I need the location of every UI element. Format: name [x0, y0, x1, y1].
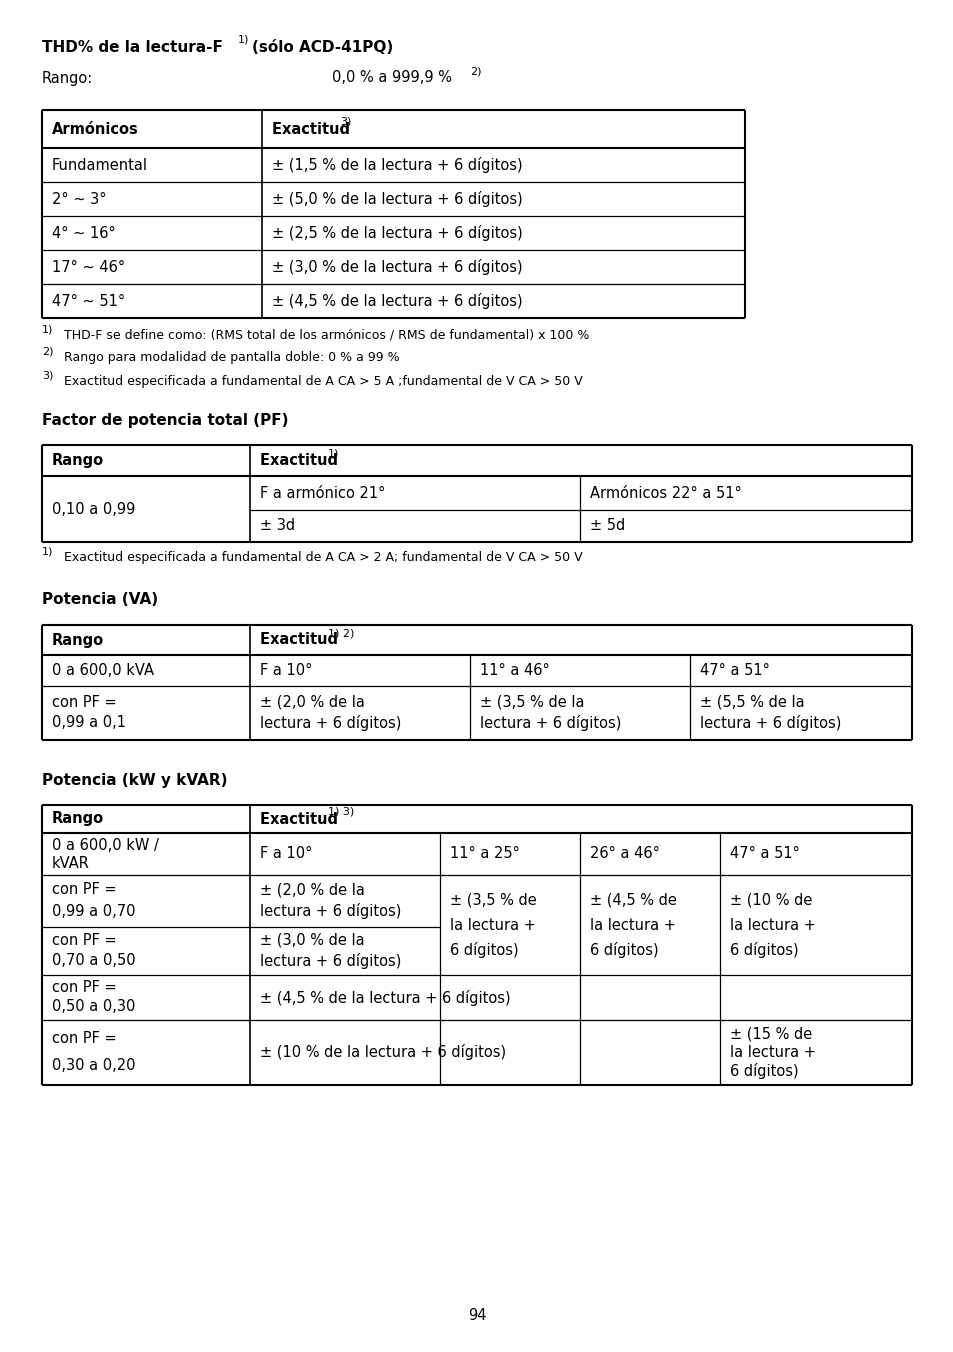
Text: 94: 94: [467, 1307, 486, 1322]
Text: 6 dígitos): 6 dígitos): [729, 1063, 798, 1079]
Text: con PF =: con PF =: [52, 1030, 116, 1045]
Text: ± (5,5 % de la: ± (5,5 % de la: [700, 695, 803, 710]
Text: 6 dígitos): 6 dígitos): [589, 942, 658, 959]
Text: 2): 2): [42, 347, 53, 357]
Text: con PF =: con PF =: [52, 980, 116, 995]
Text: THD-F se define como: (RMS total de los armónicos / RMS de fundamental) x 100 %: THD-F se define como: (RMS total de los …: [64, 329, 589, 342]
Text: ± 5d: ± 5d: [589, 519, 624, 534]
Text: 0,30 a 0,20: 0,30 a 0,20: [52, 1059, 135, 1073]
Text: 3): 3): [42, 370, 53, 380]
Text: 0,99 a 0,70: 0,99 a 0,70: [52, 904, 135, 919]
Text: ± (5,0 % de la lectura + 6 dígitos): ± (5,0 % de la lectura + 6 dígitos): [272, 191, 522, 207]
Text: Exactitud: Exactitud: [260, 453, 343, 468]
Text: 4° ~ 16°: 4° ~ 16°: [52, 226, 115, 241]
Text: Rango: Rango: [52, 633, 104, 648]
Text: 47° ~ 51°: 47° ~ 51°: [52, 293, 125, 308]
Text: con PF =: con PF =: [52, 933, 116, 948]
Text: THD% de la lectura-F: THD% de la lectura-F: [42, 39, 228, 54]
Text: Potencia (kW y kVAR): Potencia (kW y kVAR): [42, 772, 227, 787]
Text: 1): 1): [328, 449, 339, 458]
Text: 0,70 a 0,50: 0,70 a 0,50: [52, 953, 135, 968]
Text: 11° a 25°: 11° a 25°: [450, 846, 519, 861]
Text: ± (2,0 % de la: ± (2,0 % de la: [260, 695, 364, 710]
Text: 1) 3): 1) 3): [328, 807, 354, 817]
Text: Fundamental: Fundamental: [52, 157, 148, 173]
Text: lectura + 6 dígitos): lectura + 6 dígitos): [700, 715, 841, 730]
Text: Rango:: Rango:: [42, 70, 93, 85]
Text: ± (3,5 % de: ± (3,5 % de: [450, 892, 537, 907]
Text: 47° a 51°: 47° a 51°: [729, 846, 799, 861]
Text: kVAR: kVAR: [52, 856, 90, 871]
Text: F a 10°: F a 10°: [260, 846, 312, 861]
Text: 11° a 46°: 11° a 46°: [479, 662, 549, 677]
Text: ± (2,5 % de la lectura + 6 dígitos): ± (2,5 % de la lectura + 6 dígitos): [272, 224, 522, 241]
Text: la lectura +: la lectura +: [450, 918, 536, 933]
Text: 1) 2): 1) 2): [328, 627, 354, 638]
Text: 17° ~ 46°: 17° ~ 46°: [52, 260, 125, 274]
Text: 47° a 51°: 47° a 51°: [700, 662, 769, 677]
Text: lectura + 6 dígitos): lectura + 6 dígitos): [260, 953, 401, 968]
Text: 0 a 600,0 kVA: 0 a 600,0 kVA: [52, 662, 153, 677]
Text: ± (10 % de la lectura + 6 dígitos): ± (10 % de la lectura + 6 dígitos): [260, 1045, 506, 1060]
Text: 1): 1): [42, 548, 53, 557]
Text: 26° a 46°: 26° a 46°: [589, 846, 659, 861]
Text: F a 10°: F a 10°: [260, 662, 312, 677]
Text: lectura + 6 dígitos): lectura + 6 dígitos): [479, 715, 620, 730]
Text: ± (4,5 % de la lectura + 6 dígitos): ± (4,5 % de la lectura + 6 dígitos): [260, 990, 510, 1006]
Text: ± (3,0 % de la: ± (3,0 % de la: [260, 933, 364, 948]
Text: ± (4,5 % de: ± (4,5 % de: [589, 892, 677, 907]
Text: ± (1,5 % de la lectura + 6 dígitos): ± (1,5 % de la lectura + 6 dígitos): [272, 157, 522, 173]
Text: con PF =: con PF =: [52, 882, 116, 898]
Text: (sólo ACD-41PQ): (sólo ACD-41PQ): [252, 39, 393, 54]
Text: 0,50 a 0,30: 0,50 a 0,30: [52, 999, 135, 1014]
Text: Armónicos 22° a 51°: Armónicos 22° a 51°: [589, 485, 741, 500]
Text: 1): 1): [237, 34, 249, 45]
Text: ± (15 % de: ± (15 % de: [729, 1026, 811, 1042]
Text: Potencia (VA): Potencia (VA): [42, 592, 158, 607]
Text: Exactitud especificada a fundamental de A CA > 5 A ;fundamental de V CA > 50 V: Exactitud especificada a fundamental de …: [64, 375, 582, 388]
Text: ± (10 % de: ± (10 % de: [729, 892, 812, 907]
Text: lectura + 6 dígitos): lectura + 6 dígitos): [260, 903, 401, 919]
Text: Rango para modalidad de pantalla doble: 0 % a 99 %: Rango para modalidad de pantalla doble: …: [64, 352, 399, 365]
Text: Armónicos: Armónicos: [52, 122, 138, 137]
Text: ± (3,0 % de la lectura + 6 dígitos): ± (3,0 % de la lectura + 6 dígitos): [272, 260, 522, 274]
Text: 2): 2): [470, 66, 481, 76]
Text: Factor de potencia total (PF): Factor de potencia total (PF): [42, 412, 288, 427]
Text: 1): 1): [42, 324, 53, 334]
Text: la lectura +: la lectura +: [729, 1045, 815, 1060]
Text: 0,99 a 0,1: 0,99 a 0,1: [52, 715, 126, 730]
Text: ± (2,0 % de la: ± (2,0 % de la: [260, 882, 364, 898]
Text: F a armónico 21°: F a armónico 21°: [260, 485, 385, 500]
Text: ± (4,5 % de la lectura + 6 dígitos): ± (4,5 % de la lectura + 6 dígitos): [272, 293, 522, 310]
Text: 6 dígitos): 6 dígitos): [450, 942, 518, 959]
Text: 0,0 % a 999,9 %: 0,0 % a 999,9 %: [332, 70, 456, 85]
Text: Rango: Rango: [52, 811, 104, 826]
Text: 0 a 600,0 kW /: 0 a 600,0 kW /: [52, 838, 159, 853]
Text: ± 3d: ± 3d: [260, 519, 294, 534]
Text: Rango: Rango: [52, 453, 104, 468]
Text: Exactitud: Exactitud: [272, 122, 355, 137]
Text: 6 dígitos): 6 dígitos): [729, 942, 798, 959]
Text: 3): 3): [339, 118, 351, 127]
Text: Exactitud especificada a fundamental de A CA > 2 A; fundamental de V CA > 50 V: Exactitud especificada a fundamental de …: [64, 552, 582, 565]
Text: 0,10 a 0,99: 0,10 a 0,99: [52, 502, 135, 516]
Text: Exactitud: Exactitud: [260, 811, 343, 826]
Text: lectura + 6 dígitos): lectura + 6 dígitos): [260, 715, 401, 730]
Text: 2° ~ 3°: 2° ~ 3°: [52, 192, 107, 207]
Text: Exactitud: Exactitud: [260, 633, 343, 648]
Text: la lectura +: la lectura +: [589, 918, 675, 933]
Text: la lectura +: la lectura +: [729, 918, 815, 933]
Text: con PF =: con PF =: [52, 695, 116, 710]
Text: ± (3,5 % de la: ± (3,5 % de la: [479, 695, 584, 710]
